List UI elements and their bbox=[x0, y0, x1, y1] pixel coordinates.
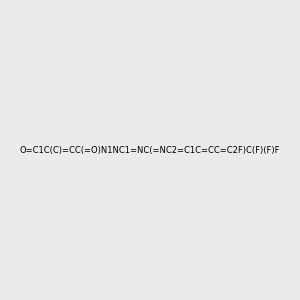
Text: O=C1C(C)=CC(=O)N1NC1=NC(=NC2=C1C=CC=C2F)C(F)(F)F: O=C1C(C)=CC(=O)N1NC1=NC(=NC2=C1C=CC=C2F)… bbox=[20, 146, 280, 154]
